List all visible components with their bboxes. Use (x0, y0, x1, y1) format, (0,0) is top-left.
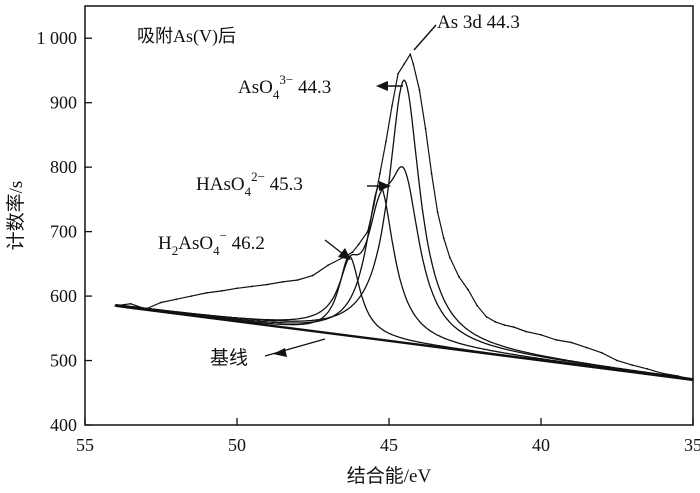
plot-frame (84, 5, 694, 426)
spectrum-point (281, 281, 284, 283)
spectrum-point (418, 88, 421, 91)
spectrum-point (412, 63, 415, 65)
plot-layer (114, 52, 694, 382)
spectrum-point (661, 372, 664, 375)
y-tick-label: 700 (50, 222, 77, 242)
spectrum-point (467, 288, 469, 291)
spectrum-point (409, 53, 412, 56)
spectrum-point (114, 304, 117, 307)
spectrum-point (676, 375, 679, 377)
spectrum-point (476, 304, 479, 307)
component-peak-2 (115, 184, 694, 381)
arrow-haso4-head (379, 181, 391, 191)
y-tick-label: 1 000 (37, 28, 78, 48)
spectrum-line-1 (115, 52, 694, 381)
arrow-h2aso4-head (338, 248, 351, 260)
spectrum-point (458, 275, 460, 278)
arrow-aso4-head (376, 81, 388, 91)
x-tick-label: 50 (228, 435, 246, 455)
arrow-baseline-head (273, 348, 287, 357)
spectrum-point (485, 315, 488, 318)
spectrum-point (600, 351, 603, 354)
spectrum-point (312, 274, 314, 277)
arrow-h2aso4-line (324, 239, 344, 255)
spectrum-point (160, 301, 162, 304)
annotation-as3d: As 3d 44.3 (437, 12, 520, 33)
spectrum-point (266, 283, 269, 286)
annotation-arrows (264, 24, 437, 357)
spectrum-point (391, 105, 393, 107)
spectrum-point (372, 204, 375, 207)
spectrum-point (616, 359, 618, 362)
spectrum-point (236, 287, 238, 290)
spectrum-point (540, 333, 542, 336)
spectrum-point (424, 127, 427, 130)
x-tick-label: 45 (380, 435, 398, 455)
spectrum-point (442, 237, 445, 240)
spectrum-point (555, 339, 558, 341)
spectrum-point (175, 298, 178, 301)
annotations: 吸附As(V)后 As 3d 44.3 AsO43− 44.3 HAsO42− … (137, 12, 520, 369)
spectrum-point (494, 321, 497, 323)
annotation-baseline: 基线 (210, 347, 248, 369)
y-tick-label: 900 (50, 93, 77, 113)
axis-layer: 55 50 45 40 35 400 500 600 700 800 900 1 000 结合能/eV 计… (5, 5, 700, 487)
spectrum-point (503, 324, 506, 326)
spectrum-point (190, 295, 193, 297)
spectrum-point (129, 302, 132, 305)
spectrum-point (448, 256, 451, 259)
spectrum-point (512, 326, 515, 328)
y-tick-label: 600 (50, 286, 77, 306)
panel-label: 吸附As(V)后 (137, 26, 236, 47)
y-axis-label: 计数率/s (5, 181, 27, 251)
spectrum-point (220, 290, 223, 292)
spectrum-point (351, 251, 354, 254)
y-tick-label: 400 (50, 415, 77, 435)
spectrum-point (631, 364, 634, 366)
spectrum-point (430, 172, 433, 175)
spectrum-point (357, 243, 360, 246)
component-peak-1 (115, 79, 694, 380)
spectrum-point (585, 346, 588, 349)
spectrum-point (366, 230, 369, 233)
spectrum-point (251, 285, 254, 288)
spectrum-point (403, 63, 406, 65)
x-tick-label: 40 (532, 435, 550, 455)
spectrum-point (144, 308, 147, 310)
arrow-baseline-line (264, 338, 326, 357)
arrow-total-line (413, 24, 437, 51)
annotation-haso4: HAsO42− 45.3 (196, 169, 303, 199)
x-tick-label: 35 (684, 435, 700, 455)
spectrum-point (524, 330, 527, 333)
y-tick-label: 800 (50, 157, 77, 177)
spectrum-point (379, 172, 381, 175)
annotation-h2aso4: H2AsO4− 46.2 (158, 228, 265, 258)
spectrum-point (327, 264, 330, 266)
spectrum-point (296, 279, 299, 281)
spectrum-point (436, 211, 439, 214)
x-tick-label: 55 (76, 435, 94, 455)
spectrum-point (646, 368, 649, 370)
y-tick-label: 500 (50, 351, 77, 371)
spectrum-point (397, 72, 399, 75)
spectrum-point (205, 292, 208, 294)
x-axis-label: 结合能/eV (347, 465, 432, 487)
component-peak-3 (115, 255, 694, 381)
spectrum-point (385, 140, 387, 143)
annotation-aso4: AsO43− 44.3 (238, 72, 331, 102)
fit-envelope (115, 166, 694, 380)
spectrum-point (570, 341, 573, 344)
